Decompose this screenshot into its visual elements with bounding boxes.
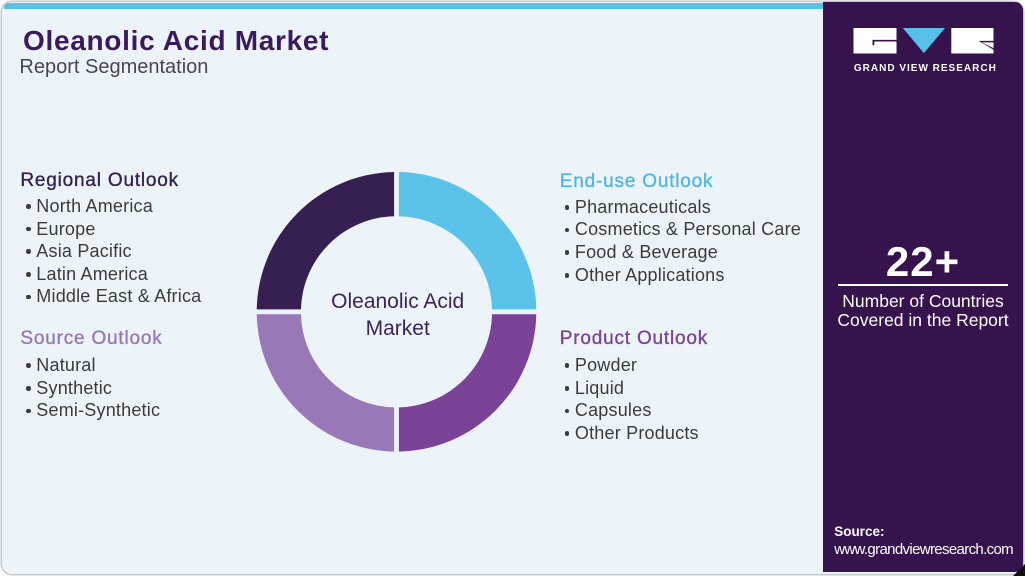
svg-text:GRAND VIEW RESEARCH: GRAND VIEW RESEARCH (854, 63, 997, 74)
